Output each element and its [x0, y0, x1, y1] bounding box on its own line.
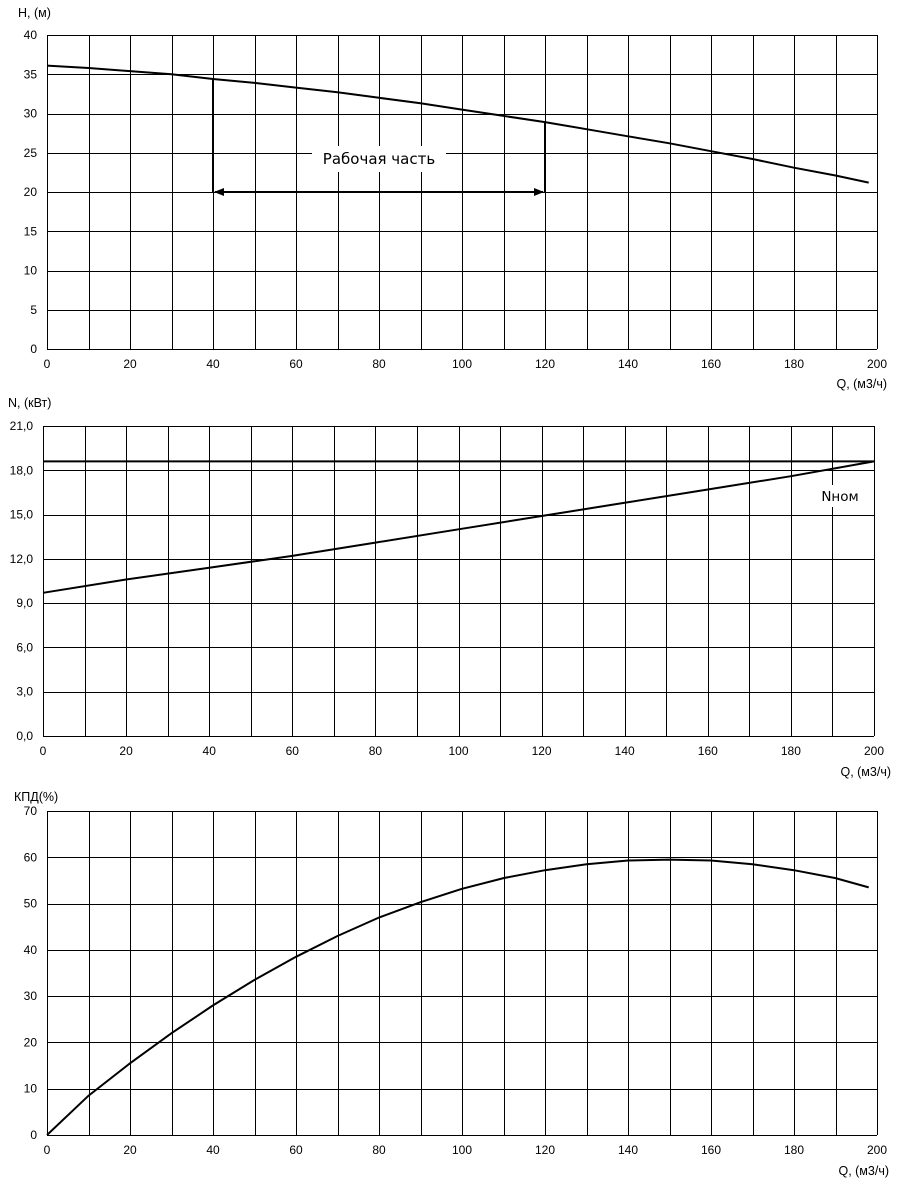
x-tick-label: 20 — [123, 1143, 137, 1157]
efficiency-chart-xticks: 0 20 40 60 80 100 120 140 160 180 200 — [44, 1143, 888, 1157]
x-tick-label: 120 — [535, 1143, 555, 1157]
power-curve — [42, 460, 875, 594]
x-tick-label: 100 — [452, 357, 472, 371]
y-tick-label: 0,0 — [16, 729, 33, 743]
x-tick-label: 20 — [119, 744, 133, 758]
efficiency-chart: 0 20 40 60 80 100 120 140 160 180 200 0 10 20 30 40 50 6… — [14, 790, 889, 1178]
y-tick-label: 9,0 — [16, 596, 33, 610]
y-tick-label: 60 — [24, 850, 38, 864]
x-tick-label: 60 — [289, 357, 303, 371]
efficiency-curve — [46, 858, 869, 1136]
x-tick-label: 140 — [618, 357, 638, 371]
x-tick-label: 40 — [206, 357, 220, 371]
efficiency-chart-xlabel: Q, (м3/ч) — [838, 1164, 889, 1178]
working-range-label-bg — [312, 146, 446, 172]
x-tick-label: 60 — [286, 744, 300, 758]
head-working-range — [212, 78, 546, 196]
x-tick-label: 0 — [44, 357, 51, 371]
x-tick-label: 160 — [698, 744, 718, 758]
x-tick-label: 40 — [203, 744, 217, 758]
power-chart: 0 20 40 60 80 100 120 140 160 180 200 0,0 3,0 6,0 9,0… — [8, 396, 891, 779]
y-tick-label: 15,0 — [10, 508, 34, 522]
y-tick-label: 35 — [24, 67, 38, 81]
x-tick-label: 20 — [123, 357, 137, 371]
arrow-head-right — [534, 188, 544, 196]
y-tick-label: 30 — [24, 989, 38, 1003]
x-tick-label: 140 — [615, 744, 635, 758]
y-tick-label: 40 — [24, 28, 38, 42]
y-tick-label: 18,0 — [10, 463, 34, 477]
power-chart-xticks: 0 20 40 60 80 100 120 140 160 180 200 — [40, 744, 885, 758]
x-tick-label: 80 — [369, 744, 383, 758]
x-tick-label: 200 — [864, 744, 884, 758]
x-tick-label: 80 — [372, 1143, 386, 1157]
x-tick-label: 120 — [532, 744, 552, 758]
y-tick-label: 20 — [24, 185, 38, 199]
efficiency-chart-grid — [47, 811, 878, 1136]
y-tick-label: 3,0 — [16, 685, 33, 699]
y-tick-label: 6,0 — [16, 640, 33, 654]
working-range-label: Рабочая часть — [323, 150, 435, 168]
y-tick-label: 15 — [24, 224, 38, 238]
efficiency-chart-yticks: 0 10 20 30 40 50 60 70 — [24, 804, 38, 1142]
y-tick-label: 0 — [30, 1128, 37, 1142]
arrow-head-left — [214, 188, 224, 196]
head-chart-ylabel: H, (м) — [18, 6, 51, 20]
power-chart-xlabel: Q, (м3/ч) — [840, 765, 891, 779]
x-tick-label: 200 — [867, 357, 887, 371]
y-tick-label: 70 — [24, 804, 38, 818]
x-tick-label: 120 — [535, 357, 555, 371]
y-tick-label: 30 — [24, 107, 38, 121]
head-chart-yticks: 0 5 10 15 20 25 30 35 40 — [24, 28, 38, 356]
x-tick-label: 100 — [452, 1143, 472, 1157]
head-chart: 0 20 40 60 80 100 120 140 160 180 200 0 5 10 15 20 25 30… — [18, 6, 887, 391]
head-chart-xlabel: Q, (м3/ч) — [836, 377, 887, 391]
x-tick-label: 160 — [701, 1143, 721, 1157]
x-tick-label: 180 — [781, 744, 801, 758]
power-chart-yticks: 0,0 3,0 6,0 9,0 12,0 15,0 18,0 21,0 — [10, 419, 34, 743]
y-tick-label: 25 — [24, 146, 38, 160]
x-tick-label: 80 — [372, 357, 386, 371]
y-tick-label: 12,0 — [10, 552, 34, 566]
y-tick-label: 5 — [30, 303, 37, 317]
x-tick-label: 100 — [448, 744, 468, 758]
y-tick-label: 20 — [24, 1035, 38, 1049]
y-tick-label: 40 — [24, 943, 38, 957]
x-tick-label: 0 — [40, 744, 47, 758]
efficiency-chart-ylabel: КПД(%) — [14, 790, 58, 804]
nominal-label-bg — [817, 485, 863, 507]
y-tick-label: 0 — [30, 342, 37, 356]
x-tick-label: 200 — [867, 1143, 887, 1157]
power-chart-grid — [43, 426, 875, 737]
y-tick-label: 10 — [24, 264, 38, 278]
head-chart-xticks: 0 20 40 60 80 100 120 140 160 180 200 — [44, 357, 888, 371]
x-tick-label: 60 — [289, 1143, 303, 1157]
nominal-power-label: Nном — [821, 489, 858, 505]
y-tick-label: 21,0 — [10, 419, 34, 433]
x-tick-label: 180 — [784, 1143, 804, 1157]
x-tick-label: 0 — [44, 1143, 51, 1157]
y-tick-label: 10 — [24, 1082, 38, 1096]
x-tick-label: 140 — [618, 1143, 638, 1157]
y-tick-label: 50 — [24, 897, 38, 911]
x-tick-label: 180 — [784, 357, 804, 371]
power-chart-ylabel: N, (кВт) — [8, 396, 51, 410]
head-curve — [46, 64, 869, 184]
x-tick-label: 40 — [206, 1143, 220, 1157]
x-tick-label: 160 — [701, 357, 721, 371]
